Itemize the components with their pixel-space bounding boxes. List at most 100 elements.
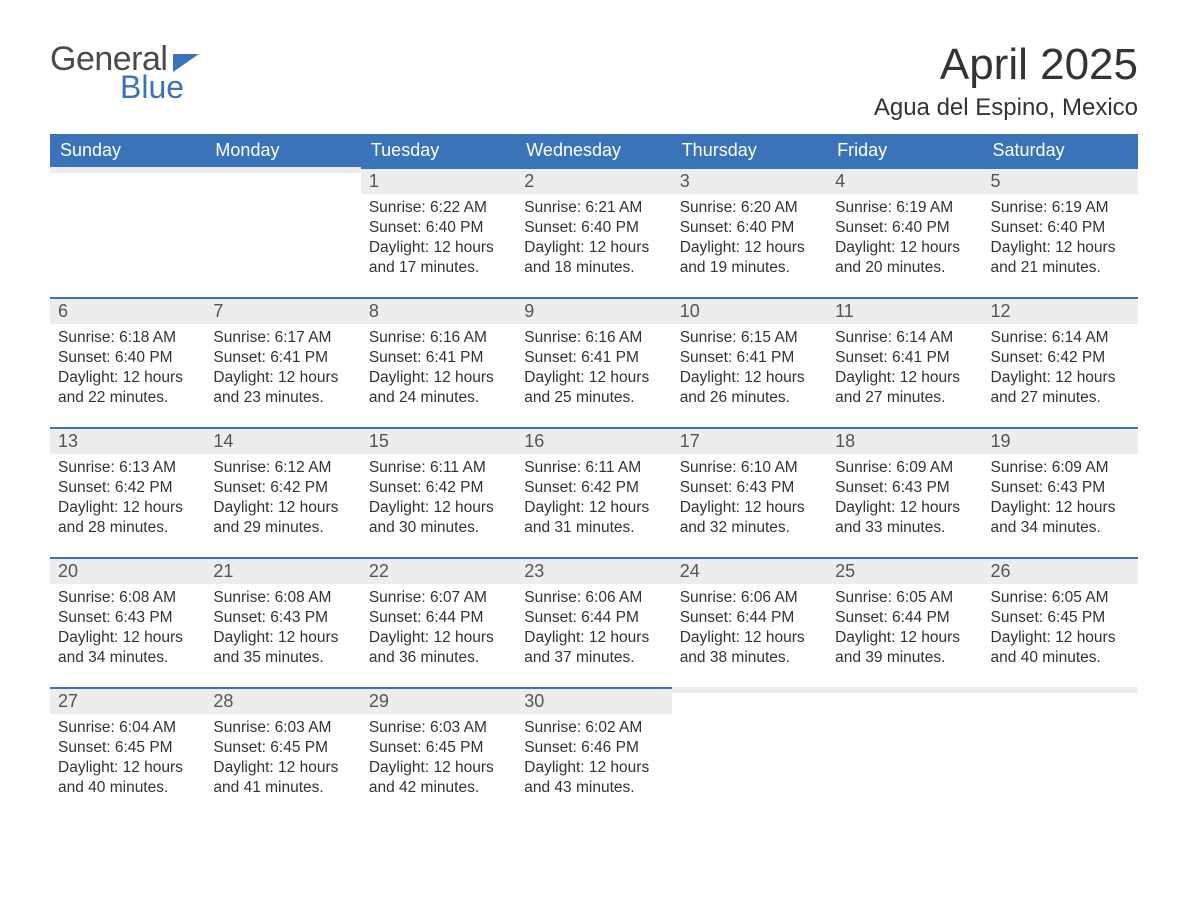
month-title: April 2025: [874, 40, 1138, 90]
sunrise-text: Sunrise: 6:11 AM: [524, 458, 663, 478]
header: General Blue April 2025 Agua del Espino,…: [50, 40, 1138, 122]
calendar-cell: 1Sunrise: 6:22 AMSunset: 6:40 PMDaylight…: [361, 167, 516, 297]
day-number: 6: [50, 297, 205, 324]
day-number: 9: [516, 297, 671, 324]
day-content: Sunrise: 6:12 AMSunset: 6:42 PMDaylight:…: [205, 454, 360, 549]
calendar-cell: [983, 687, 1138, 817]
daylight-text: Daylight: 12 hours and 33 minutes.: [835, 498, 974, 538]
sunrise-text: Sunrise: 6:11 AM: [369, 458, 508, 478]
day-content: Sunrise: 6:17 AMSunset: 6:41 PMDaylight:…: [205, 324, 360, 419]
day-number: 20: [50, 557, 205, 584]
daylight-text: Daylight: 12 hours and 28 minutes.: [58, 498, 197, 538]
sunrise-text: Sunrise: 6:05 AM: [991, 588, 1130, 608]
day-content: Sunrise: 6:15 AMSunset: 6:41 PMDaylight:…: [672, 324, 827, 419]
weekday-header: Monday: [205, 134, 360, 167]
sunset-text: Sunset: 6:43 PM: [213, 608, 352, 628]
sunset-text: Sunset: 6:41 PM: [369, 348, 508, 368]
daylight-text: Daylight: 12 hours and 37 minutes.: [524, 628, 663, 668]
day-number: 28: [205, 687, 360, 714]
day-number: 1: [361, 167, 516, 194]
daylight-text: Daylight: 12 hours and 18 minutes.: [524, 238, 663, 278]
calendar-cell: 15Sunrise: 6:11 AMSunset: 6:42 PMDayligh…: [361, 427, 516, 557]
sunset-text: Sunset: 6:45 PM: [991, 608, 1130, 628]
day-content: Sunrise: 6:11 AMSunset: 6:42 PMDaylight:…: [516, 454, 671, 549]
day-content: Sunrise: 6:18 AMSunset: 6:40 PMDaylight:…: [50, 324, 205, 419]
day-number: 22: [361, 557, 516, 584]
day-number: 26: [983, 557, 1138, 584]
day-number: 7: [205, 297, 360, 324]
day-number: 23: [516, 557, 671, 584]
calendar-week-row: 13Sunrise: 6:13 AMSunset: 6:42 PMDayligh…: [50, 427, 1138, 557]
calendar-cell: 30Sunrise: 6:02 AMSunset: 6:46 PMDayligh…: [516, 687, 671, 817]
day-content: Sunrise: 6:06 AMSunset: 6:44 PMDaylight:…: [516, 584, 671, 679]
logo-arrow-icon: [173, 54, 199, 72]
daylight-text: Daylight: 12 hours and 41 minutes.: [213, 758, 352, 798]
sunset-text: Sunset: 6:43 PM: [58, 608, 197, 628]
daylight-text: Daylight: 12 hours and 27 minutes.: [835, 368, 974, 408]
daylight-text: Daylight: 12 hours and 38 minutes.: [680, 628, 819, 668]
weekday-header: Wednesday: [516, 134, 671, 167]
sunset-text: Sunset: 6:42 PM: [991, 348, 1130, 368]
day-number: 17: [672, 427, 827, 454]
day-number: [672, 687, 827, 693]
daylight-text: Daylight: 12 hours and 42 minutes.: [369, 758, 508, 798]
day-content: Sunrise: 6:14 AMSunset: 6:42 PMDaylight:…: [983, 324, 1138, 419]
calendar-cell: 7Sunrise: 6:17 AMSunset: 6:41 PMDaylight…: [205, 297, 360, 427]
day-number: 3: [672, 167, 827, 194]
calendar-week-row: 20Sunrise: 6:08 AMSunset: 6:43 PMDayligh…: [50, 557, 1138, 687]
sunrise-text: Sunrise: 6:20 AM: [680, 198, 819, 218]
day-content: Sunrise: 6:21 AMSunset: 6:40 PMDaylight:…: [516, 194, 671, 289]
calendar-cell: 14Sunrise: 6:12 AMSunset: 6:42 PMDayligh…: [205, 427, 360, 557]
day-number: 12: [983, 297, 1138, 324]
daylight-text: Daylight: 12 hours and 30 minutes.: [369, 498, 508, 538]
sunset-text: Sunset: 6:42 PM: [213, 478, 352, 498]
day-number: 4: [827, 167, 982, 194]
daylight-text: Daylight: 12 hours and 35 minutes.: [213, 628, 352, 668]
calendar-cell: 24Sunrise: 6:06 AMSunset: 6:44 PMDayligh…: [672, 557, 827, 687]
daylight-text: Daylight: 12 hours and 39 minutes.: [835, 628, 974, 668]
day-number: 25: [827, 557, 982, 584]
calendar-cell: 9Sunrise: 6:16 AMSunset: 6:41 PMDaylight…: [516, 297, 671, 427]
calendar-cell: 25Sunrise: 6:05 AMSunset: 6:44 PMDayligh…: [827, 557, 982, 687]
sunset-text: Sunset: 6:41 PM: [680, 348, 819, 368]
day-content: Sunrise: 6:09 AMSunset: 6:43 PMDaylight:…: [983, 454, 1138, 549]
sunrise-text: Sunrise: 6:19 AM: [991, 198, 1130, 218]
calendar-cell: 11Sunrise: 6:14 AMSunset: 6:41 PMDayligh…: [827, 297, 982, 427]
day-number: 29: [361, 687, 516, 714]
sunrise-text: Sunrise: 6:06 AM: [680, 588, 819, 608]
daylight-text: Daylight: 12 hours and 32 minutes.: [680, 498, 819, 538]
daylight-text: Daylight: 12 hours and 27 minutes.: [991, 368, 1130, 408]
day-content: Sunrise: 6:20 AMSunset: 6:40 PMDaylight:…: [672, 194, 827, 289]
day-number: 10: [672, 297, 827, 324]
daylight-text: Daylight: 12 hours and 20 minutes.: [835, 238, 974, 278]
sunset-text: Sunset: 6:40 PM: [524, 218, 663, 238]
sunset-text: Sunset: 6:43 PM: [835, 478, 974, 498]
sunrise-text: Sunrise: 6:21 AM: [524, 198, 663, 218]
calendar-week-row: 1Sunrise: 6:22 AMSunset: 6:40 PMDaylight…: [50, 167, 1138, 297]
sunset-text: Sunset: 6:40 PM: [680, 218, 819, 238]
sunrise-text: Sunrise: 6:19 AM: [835, 198, 974, 218]
sunset-text: Sunset: 6:42 PM: [524, 478, 663, 498]
calendar-cell: 8Sunrise: 6:16 AMSunset: 6:41 PMDaylight…: [361, 297, 516, 427]
day-number: [50, 167, 205, 173]
calendar-cell: 18Sunrise: 6:09 AMSunset: 6:43 PMDayligh…: [827, 427, 982, 557]
daylight-text: Daylight: 12 hours and 40 minutes.: [991, 628, 1130, 668]
calendar-week-row: 6Sunrise: 6:18 AMSunset: 6:40 PMDaylight…: [50, 297, 1138, 427]
daylight-text: Daylight: 12 hours and 34 minutes.: [58, 628, 197, 668]
day-content: Sunrise: 6:16 AMSunset: 6:41 PMDaylight:…: [516, 324, 671, 419]
sunrise-text: Sunrise: 6:08 AM: [213, 588, 352, 608]
day-content: Sunrise: 6:13 AMSunset: 6:42 PMDaylight:…: [50, 454, 205, 549]
daylight-text: Daylight: 12 hours and 19 minutes.: [680, 238, 819, 278]
sunrise-text: Sunrise: 6:06 AM: [524, 588, 663, 608]
sunset-text: Sunset: 6:41 PM: [524, 348, 663, 368]
calendar-cell: 29Sunrise: 6:03 AMSunset: 6:45 PMDayligh…: [361, 687, 516, 817]
sunset-text: Sunset: 6:41 PM: [835, 348, 974, 368]
day-content: Sunrise: 6:03 AMSunset: 6:45 PMDaylight:…: [361, 714, 516, 809]
day-content: Sunrise: 6:11 AMSunset: 6:42 PMDaylight:…: [361, 454, 516, 549]
sunset-text: Sunset: 6:40 PM: [991, 218, 1130, 238]
day-content: Sunrise: 6:22 AMSunset: 6:40 PMDaylight:…: [361, 194, 516, 289]
day-content: Sunrise: 6:04 AMSunset: 6:45 PMDaylight:…: [50, 714, 205, 809]
weekday-header: Sunday: [50, 134, 205, 167]
sunrise-text: Sunrise: 6:12 AM: [213, 458, 352, 478]
daylight-text: Daylight: 12 hours and 34 minutes.: [991, 498, 1130, 538]
